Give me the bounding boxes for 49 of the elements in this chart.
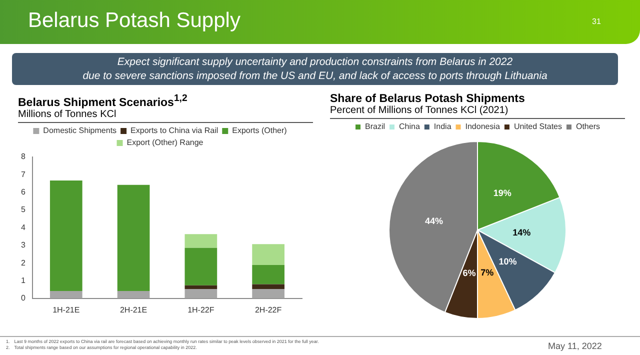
legend-label: India <box>434 122 452 132</box>
y-tick-label: 3 <box>20 240 26 250</box>
y-tick-label: 2 <box>20 258 26 268</box>
bar <box>50 290 82 298</box>
y-tick-label: 4 <box>20 222 26 232</box>
text: May 11, 2022 <box>548 341 602 351</box>
chart-title: Share of Belarus Potash Shipments <box>330 93 526 105</box>
x-tick-label: 2H-22F <box>254 305 282 314</box>
y-tick-label: 7 <box>20 170 26 179</box>
data-label: 6% <box>462 268 476 278</box>
chart-subtitle: Percent of Millions of Tonnes KCl (2021) <box>330 105 625 119</box>
text: Expect significant supply uncertainty and production constraints from Belarus in 2022 due to severe sanctions imposed from the US and EU, and lack of access to ports through Lithuania <box>12 53 618 85</box>
x-tick-label: 1H-22F <box>188 305 214 314</box>
chart-subtitle: Millions of Tonnes KCl <box>18 108 313 123</box>
x-tick-label: 2H-21E <box>120 305 148 314</box>
legend-label: China <box>399 122 420 132</box>
bar <box>184 234 218 248</box>
bar <box>184 285 218 289</box>
bar <box>252 264 284 284</box>
legend-label: Exports (Other) <box>232 126 288 136</box>
bar <box>50 180 82 291</box>
bar <box>252 288 284 298</box>
legend-label: Indonesia <box>465 122 501 132</box>
x-tick-label: 1H-21E <box>52 305 80 314</box>
y-tick-label: 5 <box>20 205 26 214</box>
legend-label: Export (Other) Range <box>126 138 204 148</box>
y-tick-label: 1 <box>20 276 26 285</box>
data-label: 10% <box>498 256 517 267</box>
legend-label: Domestic Shipments <box>43 126 117 136</box>
legend-label: United States <box>514 122 562 132</box>
y-tick-label: 8 <box>20 152 26 162</box>
data-label: 44% <box>425 216 444 226</box>
legend-label: Brazil <box>365 122 386 132</box>
data-label: 14% <box>512 227 531 238</box>
bar <box>184 248 218 286</box>
bar <box>117 290 150 298</box>
bar <box>252 284 284 289</box>
text: 31 <box>592 17 601 26</box>
bar <box>184 288 218 298</box>
chart-title: Belarus Shipment Scenarios$^{1,2}$ <box>18 93 188 109</box>
y-tick-label: 6 <box>20 187 26 196</box>
text: Belarus Potash Supply <box>28 9 240 33</box>
legend-label: Others <box>576 122 600 132</box>
bar <box>252 244 284 265</box>
bar <box>117 184 150 291</box>
y-tick-label: 0 <box>20 293 26 302</box>
data-label: 7% <box>480 268 494 278</box>
data-label: 19% <box>493 188 512 198</box>
legend-label: Exports to China via Rail <box>130 126 218 136</box>
